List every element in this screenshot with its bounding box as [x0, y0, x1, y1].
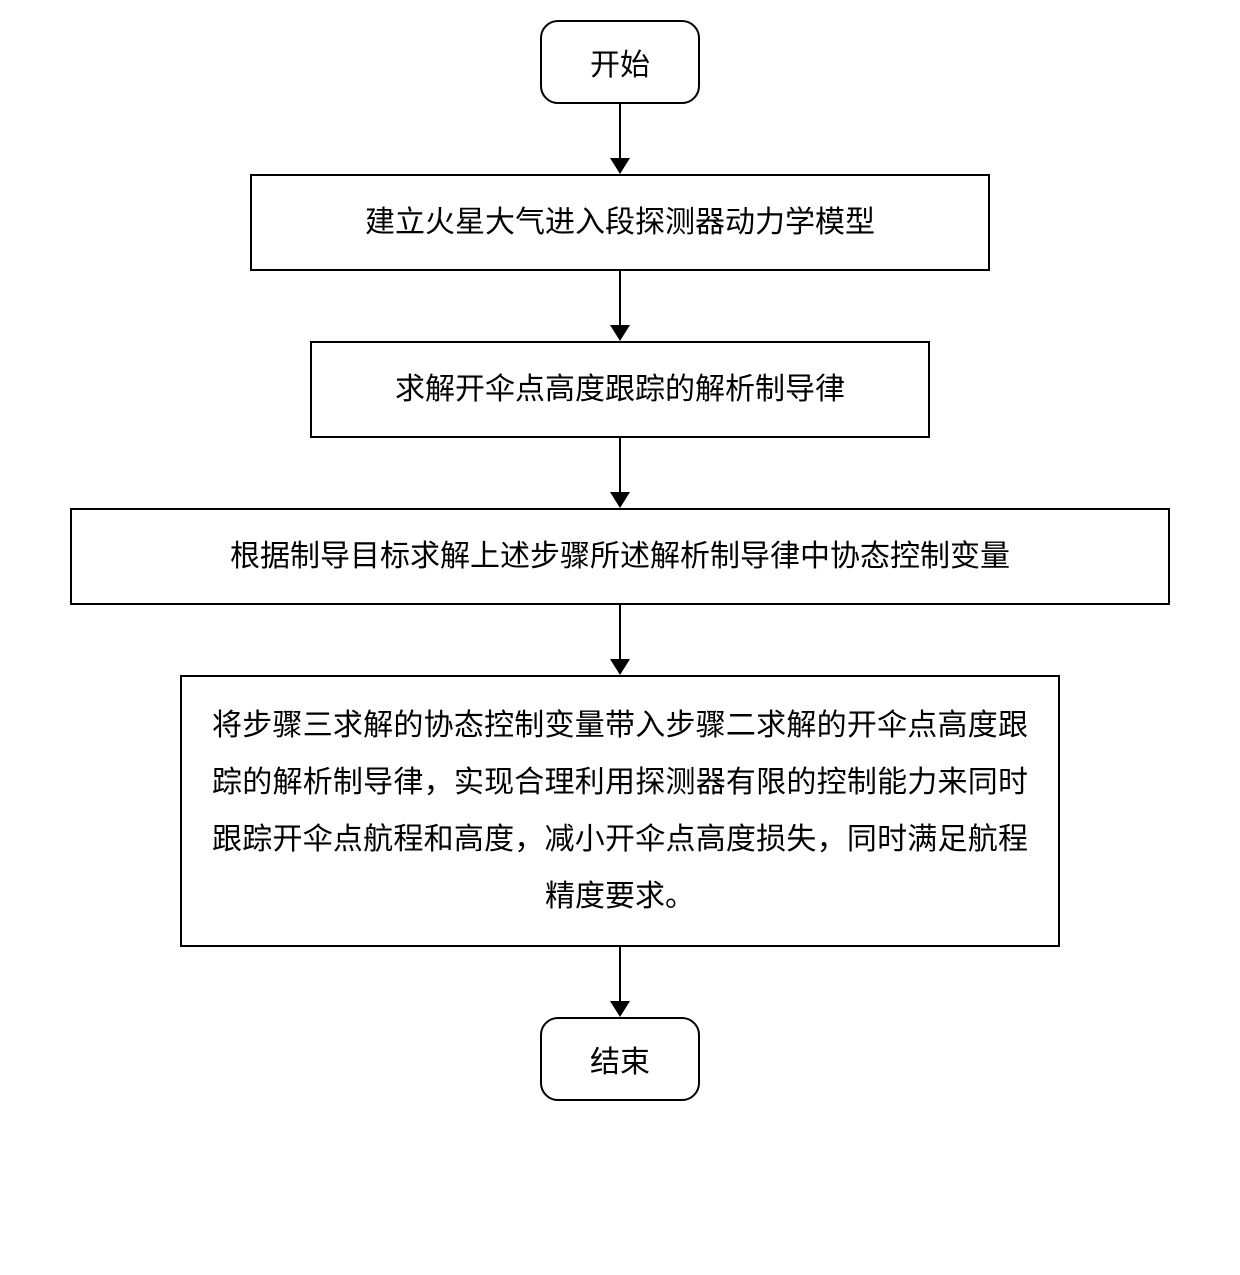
start-node: 开始	[540, 20, 700, 104]
step2-node: 求解开伞点高度跟踪的解析制导律	[310, 341, 930, 438]
arrowhead-icon	[610, 492, 630, 508]
step3-node: 根据制导目标求解上述步骤所述解析制导律中协态控制变量	[70, 508, 1170, 605]
start-label: 开始	[590, 40, 650, 84]
connector-line	[619, 605, 622, 659]
arrowhead-icon	[610, 158, 630, 174]
connector-line	[619, 271, 622, 325]
connector-line	[619, 438, 622, 492]
connector-line	[619, 947, 622, 1001]
flowchart-container: 开始 建立火星大气进入段探测器动力学模型 求解开伞点高度跟踪的解析制导律 根据制…	[40, 20, 1200, 1101]
step1-node: 建立火星大气进入段探测器动力学模型	[250, 174, 990, 271]
end-label: 结束	[590, 1037, 650, 1081]
edge-step2-step3	[610, 438, 630, 508]
edge-start-step1	[610, 104, 630, 174]
step4-node: 将步骤三求解的协态控制变量带入步骤二求解的开伞点高度跟踪的解析制导律，实现合理利…	[180, 675, 1060, 947]
step1-label: 建立火星大气进入段探测器动力学模型	[282, 194, 958, 251]
edge-step1-step2	[610, 271, 630, 341]
connector-line	[619, 104, 622, 158]
arrowhead-icon	[610, 325, 630, 341]
edge-step3-step4	[610, 605, 630, 675]
step4-label: 将步骤三求解的协态控制变量带入步骤二求解的开伞点高度跟踪的解析制导律，实现合理利…	[212, 697, 1028, 925]
edge-step4-end	[610, 947, 630, 1017]
arrowhead-icon	[610, 659, 630, 675]
arrowhead-icon	[610, 1001, 630, 1017]
step3-label: 根据制导目标求解上述步骤所述解析制导律中协态控制变量	[102, 528, 1138, 585]
step2-label: 求解开伞点高度跟踪的解析制导律	[342, 361, 898, 418]
end-node: 结束	[540, 1017, 700, 1101]
